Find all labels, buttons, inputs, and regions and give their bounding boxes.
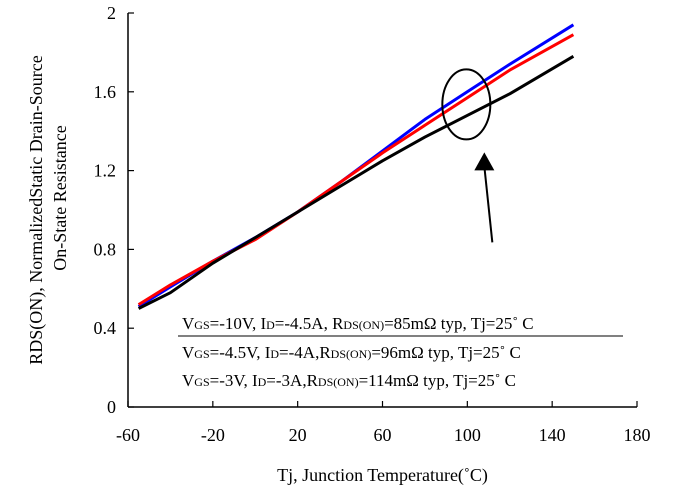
y-tick-label: 1.2 [94, 161, 117, 181]
x-tick-label: 140 [539, 425, 566, 445]
ticks: 0 0.4 0.8 1.2 1.6 2 -60 -20 20 60 100 140 180 [94, 3, 651, 445]
y-axis-label-line2: On-State Resistance [50, 125, 70, 270]
y-axis-label-line1: RDS(ON), NormalizedStatic Drain-Source [26, 55, 47, 364]
annotation-arrowhead [474, 152, 495, 171]
x-tick-label: -20 [201, 425, 225, 445]
x-tick-label: 180 [624, 425, 651, 445]
annotation [441, 68, 495, 243]
legend-entry-3: VGS=-3V, ID=-3A,RDS(ON)=114mΩ typ, Tj=25… [182, 371, 516, 390]
series-line-1 [137, 23, 575, 308]
annotation-arrow-shaft [483, 166, 494, 243]
y-tick-label: 0 [107, 397, 116, 417]
legend: VGS=-10V, ID=-4.5A, RDS(ON)=85mΩ typ, Tj… [178, 314, 623, 390]
y-tick-label: 0.4 [94, 318, 117, 338]
x-tick-label: 100 [454, 425, 481, 445]
y-tick-label: 1.6 [94, 82, 117, 102]
legend-entry-1: VGS=-10V, ID=-4.5A, RDS(ON)=85mΩ typ, Tj… [182, 314, 534, 333]
series-line-2 [137, 33, 575, 306]
legend-entry-2: VGS=-4.5V, ID=-4A,RDS(ON)=96mΩ typ, Tj=2… [182, 343, 521, 362]
x-tick-label: -60 [116, 425, 140, 445]
annotation-ellipse [441, 68, 492, 141]
series-line-3 [137, 55, 575, 310]
x-axis-label: Tj, Junction Temperature(˚C) [277, 465, 488, 486]
x-tick-label: 60 [374, 425, 392, 445]
y-tick-label: 2 [107, 3, 116, 23]
x-tick-label: 20 [289, 425, 307, 445]
y-tick-label: 0.8 [94, 239, 117, 259]
series-lines [137, 23, 575, 310]
